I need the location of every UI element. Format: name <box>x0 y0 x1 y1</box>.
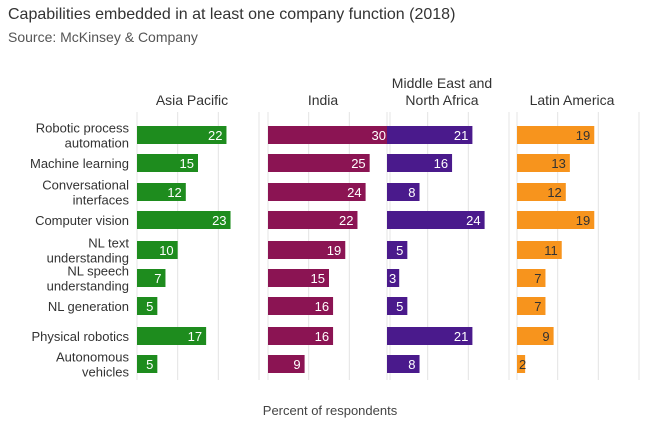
bar <box>137 126 227 144</box>
bar <box>268 126 390 144</box>
bar <box>387 269 400 287</box>
bar <box>268 154 370 172</box>
bar-value-label: 19 <box>576 128 590 143</box>
series-header: Middle East and <box>392 75 492 91</box>
bar-value-label: 5 <box>396 243 403 258</box>
bar <box>268 183 366 201</box>
bar-value-label: 10 <box>159 243 173 258</box>
bar <box>387 355 420 373</box>
bar <box>268 211 358 229</box>
bar <box>268 269 329 287</box>
bar-value-label: 8 <box>408 185 415 200</box>
bar-value-label: 21 <box>454 128 468 143</box>
bar <box>137 269 166 287</box>
category-label: NL text <box>88 236 129 251</box>
category-label: NL speech <box>67 264 129 279</box>
bar <box>268 297 334 315</box>
bar <box>137 211 231 229</box>
bar-value-label: 17 <box>188 329 202 344</box>
bar-value-label: 7 <box>154 271 161 286</box>
bar-value-label: 16 <box>315 329 329 344</box>
bar-value-label: 16 <box>434 156 448 171</box>
bar <box>387 154 453 172</box>
bar-value-label: 15 <box>311 271 325 286</box>
category-label: vehicles <box>82 365 129 380</box>
bar-value-label: 25 <box>351 156 365 171</box>
x-axis-label: Percent of respondents <box>262 403 398 418</box>
bar-value-label: 12 <box>167 185 181 200</box>
bar-value-label: 5 <box>396 299 403 314</box>
bar-value-label: 23 <box>212 213 226 228</box>
bar <box>137 154 198 172</box>
bar-value-label: 19 <box>576 213 590 228</box>
bar-value-label: 22 <box>208 128 222 143</box>
bar-value-label: 22 <box>339 213 353 228</box>
bar-value-label: 3 <box>389 271 396 286</box>
bar <box>387 126 473 144</box>
bar <box>268 327 334 345</box>
bar-value-label: 7 <box>534 299 541 314</box>
bar <box>137 355 158 373</box>
bar <box>268 241 346 259</box>
category-label: Robotic process <box>36 121 130 136</box>
series-header: India <box>308 92 339 108</box>
bar-value-label: 2 <box>519 357 526 372</box>
bar <box>137 297 158 315</box>
bar <box>137 241 178 259</box>
bar-value-label: 24 <box>347 185 361 200</box>
bar-value-label: 16 <box>315 299 329 314</box>
category-label: understanding <box>47 279 129 294</box>
bar <box>387 241 408 259</box>
bar <box>517 355 526 373</box>
bar <box>517 297 546 315</box>
bar-value-label: 30 <box>372 128 386 143</box>
series-header: Latin America <box>530 92 615 108</box>
bar-value-label: 8 <box>408 357 415 372</box>
bar <box>517 269 546 287</box>
bar <box>517 183 566 201</box>
bar <box>387 183 420 201</box>
bar <box>137 327 207 345</box>
bar-value-label: 5 <box>146 299 153 314</box>
bar-value-label: 13 <box>551 156 565 171</box>
category-label: NL generation <box>48 299 129 314</box>
bar <box>517 154 570 172</box>
series-header: Asia Pacific <box>156 92 228 108</box>
bar <box>517 126 595 144</box>
category-label: Conversational <box>42 178 129 193</box>
category-label: interfaces <box>73 193 130 208</box>
bar-value-label: 9 <box>542 329 549 344</box>
bar-value-label: 21 <box>454 329 468 344</box>
bar <box>517 241 562 259</box>
bar-value-label: 11 <box>544 243 558 258</box>
bar-value-label: 7 <box>534 271 541 286</box>
category-label: understanding <box>47 251 129 266</box>
bar <box>137 183 186 201</box>
bar-value-label: 9 <box>293 357 300 372</box>
bar-value-label: 5 <box>146 357 153 372</box>
bar <box>268 355 305 373</box>
category-label: Autonomous <box>56 350 129 365</box>
bar <box>387 327 473 345</box>
bar <box>517 327 554 345</box>
category-label: Computer vision <box>35 213 129 228</box>
series-header: North Africa <box>405 92 478 108</box>
bar <box>517 211 595 229</box>
bar <box>387 211 485 229</box>
bar-value-label: 19 <box>327 243 341 258</box>
bar-value-label: 12 <box>547 185 561 200</box>
chart-subtitle: Source: McKinsey & Company <box>8 29 198 45</box>
chart-title: Capabilities embedded in at least one co… <box>8 6 456 23</box>
category-label: Machine learning <box>30 156 129 171</box>
category-label: Physical robotics <box>31 329 129 344</box>
category-label: automation <box>65 136 129 151</box>
bar <box>387 297 408 315</box>
bar-value-label: 24 <box>466 213 480 228</box>
bar-value-label: 15 <box>180 156 194 171</box>
